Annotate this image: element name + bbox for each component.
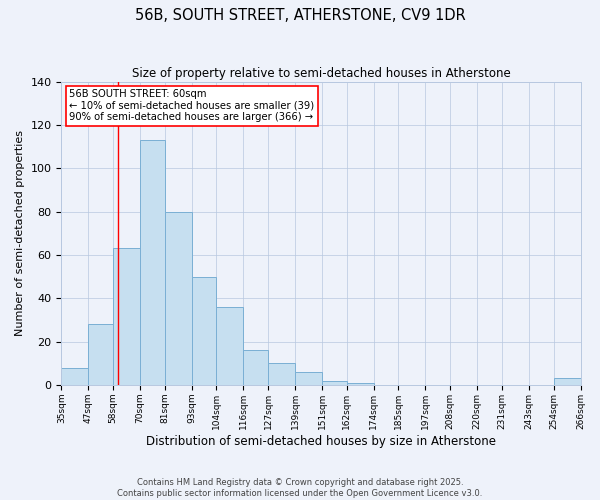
Bar bbox=[347, 383, 374, 385]
Text: 56B SOUTH STREET: 60sqm
← 10% of semi-detached houses are smaller (39)
90% of se: 56B SOUTH STREET: 60sqm ← 10% of semi-de… bbox=[69, 89, 314, 122]
Bar bbox=[113, 248, 140, 385]
Bar bbox=[244, 350, 268, 385]
X-axis label: Distribution of semi-detached houses by size in Atherstone: Distribution of semi-detached houses by … bbox=[146, 434, 496, 448]
Bar bbox=[217, 307, 244, 385]
Bar bbox=[165, 212, 192, 385]
Bar bbox=[88, 324, 113, 385]
Bar bbox=[554, 378, 581, 385]
Y-axis label: Number of semi-detached properties: Number of semi-detached properties bbox=[15, 130, 25, 336]
Text: Contains HM Land Registry data © Crown copyright and database right 2025.
Contai: Contains HM Land Registry data © Crown c… bbox=[118, 478, 482, 498]
Bar bbox=[295, 372, 322, 385]
Bar bbox=[268, 364, 295, 385]
Title: Size of property relative to semi-detached houses in Atherstone: Size of property relative to semi-detach… bbox=[131, 68, 511, 80]
Bar bbox=[322, 380, 347, 385]
Bar bbox=[140, 140, 165, 385]
Text: 56B, SOUTH STREET, ATHERSTONE, CV9 1DR: 56B, SOUTH STREET, ATHERSTONE, CV9 1DR bbox=[134, 8, 466, 22]
Bar bbox=[61, 368, 88, 385]
Bar bbox=[192, 276, 217, 385]
